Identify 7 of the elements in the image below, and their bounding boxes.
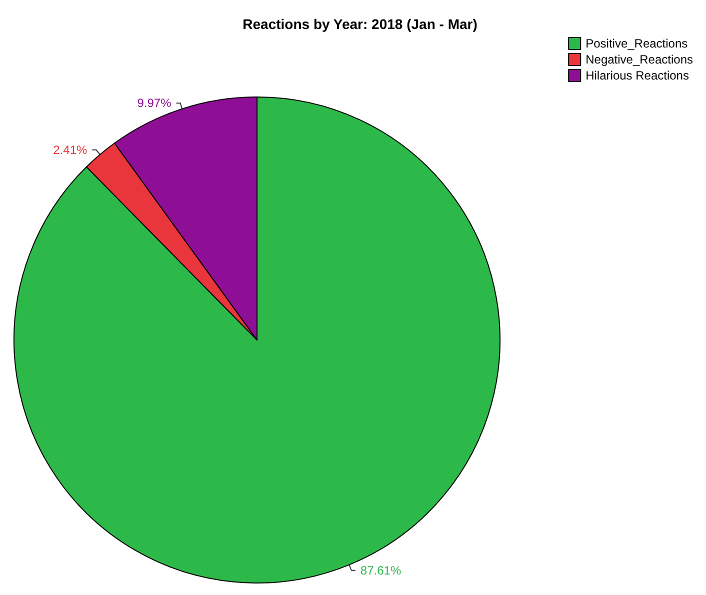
legend-label: Hilarious Reactions <box>586 68 689 82</box>
data-label: 9.97% <box>137 96 172 110</box>
chart-title: Reactions by Year: 2018 (Jan - Mar) <box>242 16 478 32</box>
data-label: 87.61% <box>360 563 402 578</box>
legend-label: Negative_Reactions <box>586 52 694 66</box>
data-label: 2.41% <box>53 142 88 157</box>
legend-label: Positive_Reactions <box>586 36 688 50</box>
